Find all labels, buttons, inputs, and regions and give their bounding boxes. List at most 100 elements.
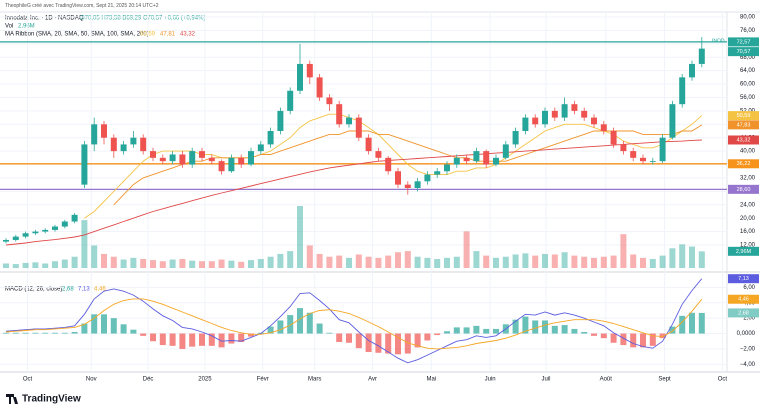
candle-body — [679, 77, 686, 105]
candle-body — [453, 157, 460, 165]
candle-body — [12, 236, 19, 240]
macd-histogram-bar — [404, 333, 411, 354]
candle-body — [463, 157, 470, 162]
candle-body — [395, 171, 401, 185]
volume-bar — [698, 251, 705, 268]
ma-tag: 50,59 — [737, 113, 751, 119]
macd-histogram-bar — [434, 333, 441, 336]
candle-body — [267, 131, 274, 145]
x-tick-label: Août — [600, 377, 613, 383]
macd-histogram-bar — [375, 333, 382, 353]
price-line-tag-bg — [728, 37, 759, 47]
macd-tick-label: −4,00 — [740, 362, 756, 368]
macd-histogram-bar — [159, 333, 166, 346]
volume-bar — [610, 255, 617, 268]
last-price-tag: 70,57 — [737, 49, 751, 55]
macd-histogram-bar — [591, 333, 597, 336]
candle-body — [365, 137, 372, 152]
macd-line — [5, 278, 703, 364]
candle-body — [238, 157, 245, 165]
volume-bar — [326, 256, 333, 268]
candle-body — [659, 137, 666, 162]
macd-histogram-bar — [3, 332, 9, 334]
volume-bar — [424, 257, 431, 268]
candle-body — [581, 110, 588, 118]
candle-body — [591, 117, 597, 125]
macd-histogram-bar — [414, 333, 421, 348]
volume-bar — [61, 259, 68, 268]
macd-histogram-bar — [12, 332, 19, 334]
macd-legend-value: 7,13 — [78, 287, 90, 293]
macd-histogram-bar — [140, 333, 147, 336]
volume-bar — [493, 257, 499, 268]
volume-bar — [502, 256, 509, 268]
candle-body — [248, 151, 254, 165]
volume-bar — [248, 260, 254, 268]
macd-histogram-bar — [42, 332, 49, 334]
candle-body — [32, 231, 39, 234]
credit: TheophileG créé avec TradingView.com, Se… — [5, 3, 159, 9]
volume-bar — [297, 206, 303, 268]
candle-body — [355, 117, 362, 138]
candle-body — [414, 181, 421, 188]
macd-histogram-bar — [512, 319, 519, 334]
volume-value: 2,96M — [18, 24, 35, 30]
macd-histogram-bar — [130, 329, 137, 334]
macd-tick-label: −2,00 — [740, 347, 756, 353]
candle-body — [620, 144, 627, 152]
volume-bar — [453, 256, 460, 268]
macd-histogram-bar — [473, 325, 480, 334]
macd-histogram-bar — [365, 333, 372, 352]
ohlc: O70,05 H73,58 B69,29 C70,57 +0,66 (+0,94… — [80, 16, 205, 22]
macd-tag-bg — [728, 274, 759, 284]
volume-bar — [71, 256, 78, 268]
ma-tag: 47,83 — [737, 122, 751, 128]
x-tick-label: Mai — [426, 377, 436, 383]
volume-bar — [591, 257, 597, 268]
macd-histogram-bar — [316, 323, 323, 334]
candle-body — [71, 214, 78, 222]
macd-histogram-bar — [179, 333, 186, 349]
candle-body — [22, 233, 29, 237]
volume-bar — [512, 254, 519, 268]
x-tick-label: Oct — [718, 377, 728, 383]
volume-bar — [189, 260, 196, 268]
macd-histogram-bar — [218, 333, 225, 348]
macd-tick-label: 0,0000 — [737, 331, 756, 337]
candle-body — [277, 110, 284, 131]
candle-body — [208, 157, 215, 162]
volume-tag-bg — [728, 246, 759, 256]
volume-bar — [81, 220, 88, 268]
signal-tag: 4,46 — [738, 297, 749, 303]
candle-body — [610, 131, 617, 145]
candle-body — [385, 157, 392, 172]
volume-bar — [463, 231, 470, 268]
volume-bar — [267, 256, 274, 268]
volume-bar — [218, 259, 225, 268]
candle-body — [502, 144, 509, 158]
candle-body — [91, 124, 98, 145]
macd-histogram-bar — [248, 333, 254, 337]
macd-histogram-bar — [287, 315, 294, 334]
volume-bar — [689, 246, 695, 268]
macd-histogram-bar — [551, 325, 558, 334]
macd-histogram-bar — [620, 333, 627, 346]
y-tick-label: 68,00 — [740, 55, 756, 61]
candle-body — [3, 239, 9, 242]
macd-histogram-bar — [52, 332, 58, 334]
volume-bar — [238, 261, 245, 268]
candle-body — [375, 151, 382, 158]
candle-body — [346, 117, 352, 125]
candle-body — [316, 77, 323, 98]
logo-icon — [6, 394, 18, 404]
ma-legend-value: 47,81 — [160, 32, 176, 38]
candle-body — [444, 164, 450, 172]
macd-histogram-bar — [600, 333, 607, 339]
candle-body — [669, 104, 676, 138]
signal-line — [5, 298, 703, 350]
volume-bar — [600, 256, 607, 268]
macd-histogram-bar — [561, 325, 568, 334]
signal-tag-bg — [728, 294, 759, 304]
x-tick-label: Sept — [658, 377, 671, 383]
